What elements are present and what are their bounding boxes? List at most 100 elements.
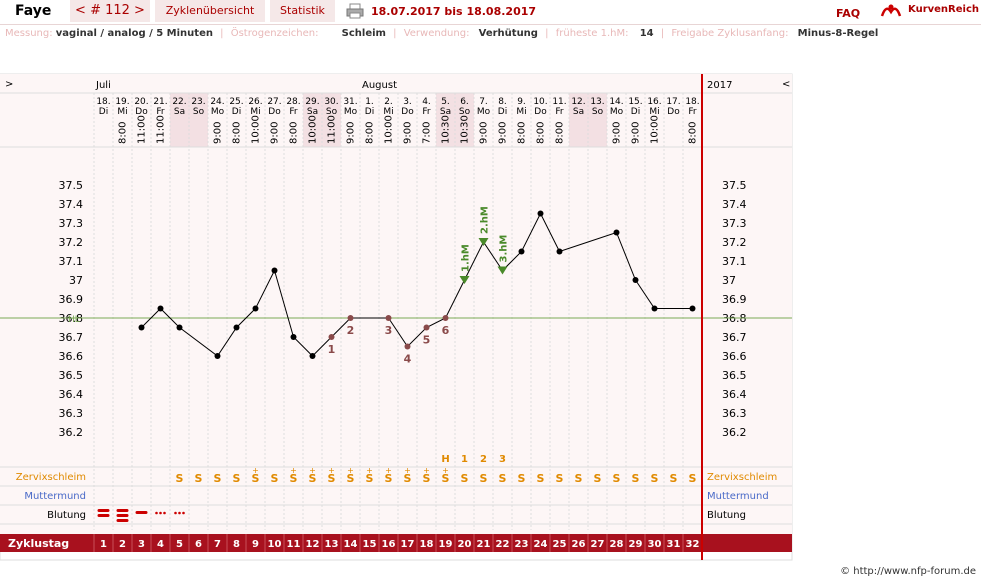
bleeding-mark xyxy=(97,514,110,517)
bleeding-mark xyxy=(159,511,162,515)
y-tick-label: 37 xyxy=(69,274,83,287)
cervix-value: S xyxy=(347,472,355,485)
info-label: Verwendung: xyxy=(403,28,470,39)
y-tick-label: 36.7 xyxy=(59,331,84,344)
zyklustag-number: 2 xyxy=(119,539,126,550)
day-weekday: Mo xyxy=(610,107,624,117)
cervix-value: S xyxy=(670,472,678,485)
cervix-value: S xyxy=(518,472,526,485)
peak-marker: H xyxy=(441,454,449,465)
y-tick-label: 37 xyxy=(722,274,736,287)
zyklustag-number: 32 xyxy=(686,539,700,550)
y-tick-label: 36.2 xyxy=(722,426,747,439)
day-date: 20. xyxy=(134,97,148,107)
day-date: 24. xyxy=(210,97,224,107)
peak-marker: 1 xyxy=(461,454,468,465)
day-weekday: Mi xyxy=(649,107,659,117)
y-tick-label: 37.2 xyxy=(722,236,747,249)
temperature-point xyxy=(385,315,392,321)
faq-link[interactable]: FAQ xyxy=(836,7,861,20)
day-time: 8:00 xyxy=(517,122,528,144)
weekend-shade xyxy=(303,93,322,147)
y-tick-label: 37.3 xyxy=(722,217,747,230)
user-name: Faye xyxy=(15,3,52,19)
high-measure-label: 3.hM xyxy=(499,235,510,263)
printer-icon[interactable] xyxy=(346,3,364,19)
day-date: 29. xyxy=(305,97,319,107)
tab-statistik[interactable]: Statistik xyxy=(270,0,335,22)
day-weekday: Mo xyxy=(477,107,491,117)
zyklustag-number: 30 xyxy=(648,539,662,550)
day-time: 8:00 xyxy=(118,122,129,144)
bleeding-mark xyxy=(174,511,177,515)
day-weekday: Mi xyxy=(117,107,127,117)
day-weekday: Di xyxy=(99,107,108,117)
day-time: 9:00 xyxy=(270,122,281,144)
day-date: 27. xyxy=(267,97,281,107)
day-weekday: Sa xyxy=(573,107,584,117)
cervix-value: S xyxy=(328,472,336,485)
nav-left-arrow: > xyxy=(5,79,13,90)
day-weekday: Do xyxy=(268,107,281,117)
cervix-value: S xyxy=(233,472,241,485)
bleeding-mark xyxy=(116,519,129,522)
low-number: 1 xyxy=(328,343,336,356)
cervix-plus: + xyxy=(423,466,430,475)
y-tick-label: 36.5 xyxy=(59,369,84,382)
low-number: 3 xyxy=(385,324,393,337)
cervix-value: S xyxy=(613,472,621,485)
cervix-plus: + xyxy=(290,466,297,475)
cycle-nav[interactable]: < # 112 > xyxy=(70,0,150,22)
zyklustag-number: 25 xyxy=(553,539,567,550)
day-date: 2. xyxy=(384,97,393,107)
day-time: 9:00 xyxy=(213,122,224,144)
zyklustag-number: 15 xyxy=(363,539,377,550)
day-time: 10:00 xyxy=(308,115,319,144)
muttermund-label: Muttermund xyxy=(707,491,769,502)
day-time: 10:00 xyxy=(384,115,395,144)
day-time: 10:00 xyxy=(251,115,262,144)
nav-right-arrow: < xyxy=(782,79,790,90)
day-weekday: Do xyxy=(534,107,547,117)
zyklustag-number: 4 xyxy=(157,539,164,550)
cervix-plus: + xyxy=(442,466,449,475)
day-time: 9:00 xyxy=(631,122,642,144)
tab-zyklenuebersicht[interactable]: Zyklenübersicht xyxy=(155,0,265,22)
bleeding-mark xyxy=(163,511,166,515)
day-time: 9:00 xyxy=(403,122,414,144)
temperature-point xyxy=(328,334,335,340)
day-weekday: Mo xyxy=(344,107,358,117)
info-value: Minus-8-Regel xyxy=(797,28,879,39)
low-number: 5 xyxy=(423,334,431,347)
zyklustag-number: 6 xyxy=(195,539,202,550)
cervix-value: S xyxy=(252,472,260,485)
day-weekday: So xyxy=(592,107,604,117)
zyklustag-number: 28 xyxy=(610,539,624,550)
zyklustag-number: 27 xyxy=(591,539,605,550)
cervix-value: S xyxy=(423,472,431,485)
cervix-value: S xyxy=(442,472,450,485)
y-tick-label: 37.4 xyxy=(59,198,84,211)
brand-name: KurvenReich xyxy=(908,4,980,15)
day-weekday: Sa xyxy=(440,107,451,117)
temperature-point xyxy=(214,353,221,359)
peak-marker: 2 xyxy=(480,454,487,465)
bleeding-mark xyxy=(178,511,181,515)
day-date: 6. xyxy=(460,97,469,107)
y-tick-label: 36.6 xyxy=(59,350,84,363)
bleeding-mark xyxy=(116,514,129,517)
temperature-point xyxy=(176,324,183,331)
high-measure-marker xyxy=(478,238,489,246)
bleeding-mark xyxy=(116,509,129,512)
day-time: 8:00 xyxy=(289,122,300,144)
y-tick-label: 37.1 xyxy=(59,255,84,268)
cervix-plus: + xyxy=(347,466,354,475)
day-weekday: Di xyxy=(498,107,507,117)
info-label: Östrogenzeichen: xyxy=(230,28,319,39)
day-time: 7:00 xyxy=(422,122,433,144)
day-date: 17. xyxy=(666,97,680,107)
zyklustag-number: 12 xyxy=(306,539,320,550)
cervix-label: Zervixschleim xyxy=(16,472,86,483)
zyklustag-number: 10 xyxy=(268,539,282,550)
